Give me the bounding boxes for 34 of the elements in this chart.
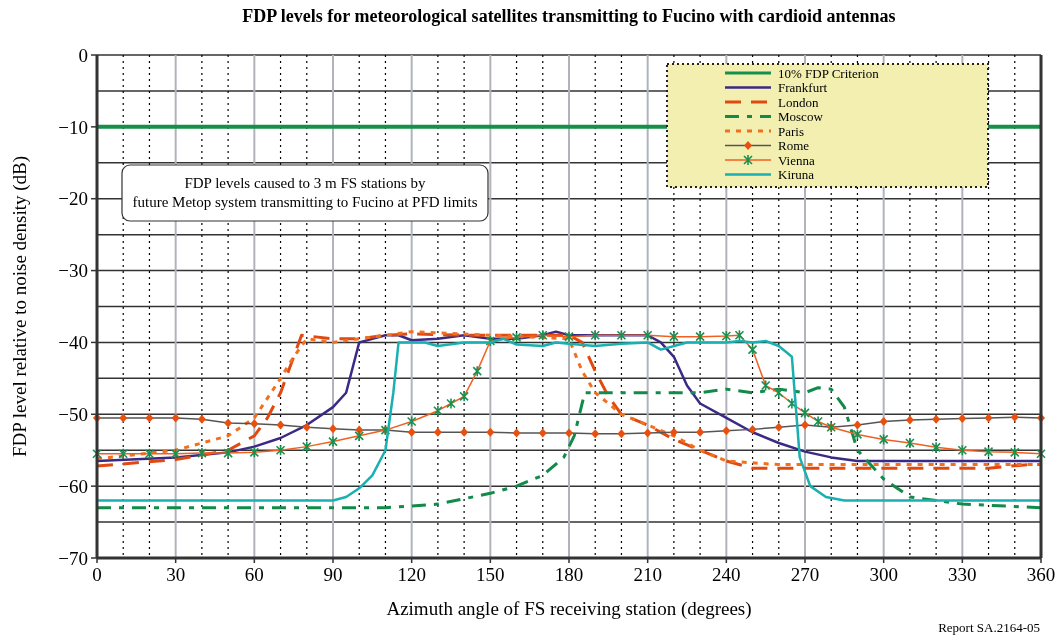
legend-label: 10% FDP Criterion: [778, 65, 880, 81]
annotation: FDP levels caused to 3 m FS stations by future Metop system transmitting to Fucino at PFD limits: [132, 175, 478, 210]
y-axis-title: FDP level relative to noise density (dB): [9, 155, 31, 458]
y-tick-label: −30: [58, 260, 88, 282]
y-tick-label: 0: [78, 44, 88, 66]
x-tick-label: 150: [476, 564, 505, 585]
y-tick-label: −40: [58, 332, 88, 354]
legend-label: Moscow: [778, 109, 824, 125]
y-tick-label: −50: [58, 403, 88, 425]
x-tick-label: 360: [1026, 564, 1056, 585]
x-tick-label: 0: [92, 564, 102, 585]
legend-label: London: [778, 94, 819, 110]
legend-label: Vienna: [778, 152, 815, 168]
legend-label: Rome: [778, 138, 810, 154]
y-tick-label: −60: [58, 475, 88, 497]
x-tick-label: 210: [633, 564, 662, 585]
chart-title: FDP levels for meteorological satellites transmitting to Fucino with cardioid antennas: [242, 6, 896, 26]
x-tick-label: 30: [166, 564, 186, 585]
x-tick-label: 180: [554, 564, 584, 585]
x-axis-title: Azimuth angle of FS receiving station (degrees): [386, 598, 752, 620]
legend-label: Frankfurt: [778, 80, 828, 96]
x-tick-label: 240: [712, 564, 741, 585]
x-tick-label: 90: [323, 564, 343, 585]
legend-label: Kiruna: [778, 167, 815, 183]
y-tick-label: −20: [58, 188, 88, 210]
x-tick-label: 300: [869, 564, 898, 585]
y-tick-label: −70: [58, 547, 88, 569]
x-tick-label: 330: [948, 564, 977, 585]
x-tick-label: 120: [397, 564, 426, 585]
text: Report SA.2164-05: [938, 620, 1040, 635]
legend-label: Paris: [778, 123, 804, 139]
y-tick-label: −10: [58, 116, 88, 138]
x-tick-label: 270: [790, 564, 820, 585]
x-tick-label: 60: [244, 564, 264, 585]
